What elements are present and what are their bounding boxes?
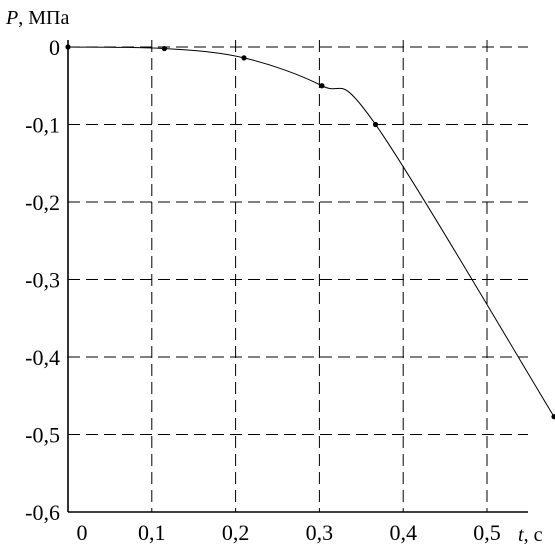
- data-point: [65, 44, 71, 50]
- y-axis-title: P, МПа: [5, 7, 69, 29]
- data-point: [372, 121, 379, 128]
- data-point: [551, 414, 555, 420]
- x-tick-label: 0: [77, 520, 88, 545]
- y-tick-label: -0,1: [25, 113, 60, 138]
- x-axis-title: t, с: [518, 524, 543, 546]
- x-tick-label: 0,5: [473, 520, 501, 545]
- x-tick-label: 0,3: [306, 520, 334, 545]
- y-axis-unit: , МПа: [18, 7, 69, 29]
- y-tick-label: -0,5: [25, 423, 60, 448]
- y-axis-var: P: [5, 7, 18, 29]
- data-points: [65, 44, 555, 420]
- x-axis-var: t: [518, 524, 524, 546]
- data-point: [161, 45, 167, 52]
- data-point: [241, 55, 247, 61]
- data-point: [319, 83, 325, 89]
- x-tick-label: 0,2: [222, 520, 250, 545]
- series-line: [67, 46, 555, 417]
- y-tick-label: -0,3: [25, 268, 60, 293]
- y-tick-label: -0,2: [25, 190, 60, 215]
- y-tick-label: -0,6: [25, 500, 60, 525]
- tick-labels: 0 0,1 0,2 0,3 0,4 0,5 0 -0,1 -0,2 -0,3 -0,4 -0,5 -0,…: [25, 35, 501, 545]
- series-curve: [67, 46, 555, 417]
- x-tick-label: 0,1: [138, 520, 166, 545]
- grid: [68, 40, 528, 512]
- x-axis-unit: , с: [524, 524, 543, 546]
- axes: [67, 40, 528, 513]
- x-tick-label: 0,4: [389, 520, 417, 545]
- y-tick-label: -0,4: [25, 345, 60, 370]
- y-tick-label: 0: [49, 35, 60, 60]
